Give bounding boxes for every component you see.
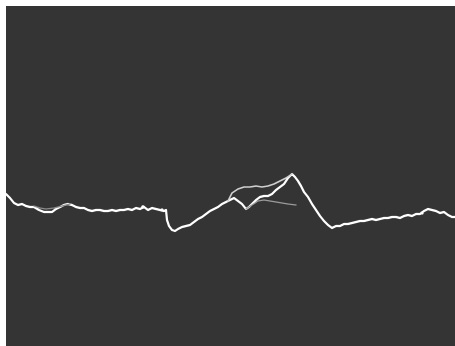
trace-node <box>420 211 424 215</box>
left-faint-trace <box>33 203 71 210</box>
lower-faint-trace <box>245 199 297 210</box>
trace-illustration <box>6 172 455 233</box>
upper-faint-trace <box>227 173 293 202</box>
trace-node <box>160 208 164 212</box>
dark-canvas <box>6 6 455 346</box>
main-bright-trace <box>6 172 455 233</box>
trace-node <box>141 205 145 209</box>
